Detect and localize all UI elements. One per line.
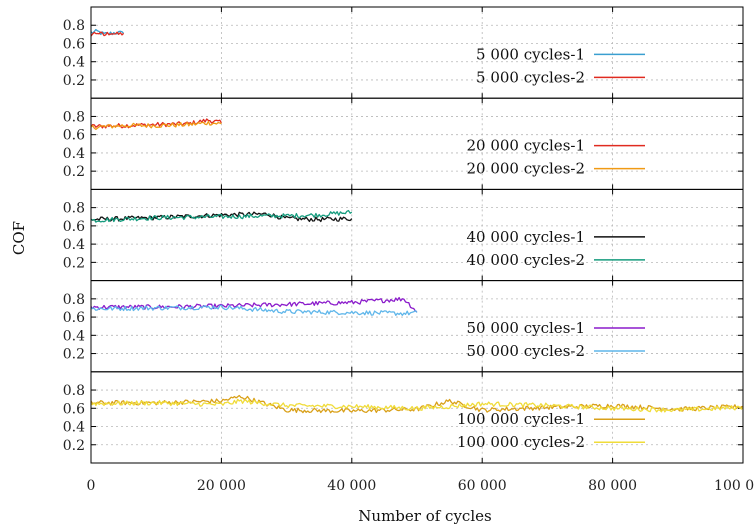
y-tick-label: 0.6 (63, 128, 85, 144)
y-tick-label: 0.8 (63, 18, 85, 34)
y-tick-label: 0.8 (63, 292, 85, 308)
y-tick-label: 0.8 (63, 201, 85, 217)
panel-frame (90, 6, 744, 99)
y-tick-label: 0.2 (63, 438, 85, 454)
legend-label: 20 000 cycles-2 (466, 160, 585, 178)
legend-label: 100 000 cycles-1 (457, 410, 585, 428)
y-tick-label: 0.2 (63, 255, 85, 271)
x-tick-label: 60 000 (458, 478, 507, 494)
y-tick-label: 0.2 (63, 164, 85, 180)
y-axis-title: COF (10, 221, 28, 255)
panel-frame (90, 280, 744, 373)
y-tick-label: 0.2 (63, 347, 85, 363)
series-line (90, 304, 418, 316)
series-line (91, 209, 353, 223)
panel-frame (90, 97, 744, 190)
y-tick-label: 0.6 (63, 310, 85, 326)
panels-layer: 0.2 0.4 0.6 0.8 5 000 cycles-1 5 000 cycles-2… (63, 6, 744, 464)
y-tick-label: 0.6 (63, 36, 85, 52)
x-axis-title: Number of cycles (358, 507, 491, 525)
x-axis: 0 20 000 40 000 60 000 80 000 100 000 (87, 478, 754, 494)
y-tick-label: 0.4 (63, 55, 85, 71)
x-tick-label: 0 (87, 478, 96, 494)
y-tick-label: 0.4 (63, 237, 85, 253)
panel: 0.2 0.4 0.6 0.8 100 000 cycles-1 100 000 cycl… (63, 371, 744, 464)
legend-label: 50 000 cycles-2 (466, 342, 585, 360)
legend-label: 5 000 cycles-1 (476, 45, 585, 63)
y-tick-label: 0.4 (63, 146, 85, 162)
x-tick-label: 40 000 (327, 478, 376, 494)
series-line (90, 398, 744, 413)
y-tick-label: 0.4 (63, 328, 85, 344)
y-tick-label: 0.8 (63, 383, 85, 399)
panel: 0.2 0.4 0.6 0.8 50 000 cycles-1 50 000 cycles… (63, 280, 744, 373)
panel-frame (90, 371, 744, 464)
x-tick-label: 20 000 (197, 478, 246, 494)
legend-label: 50 000 cycles-1 (466, 319, 585, 337)
y-tick-label: 0.6 (63, 219, 85, 235)
panel-frame (90, 188, 744, 282)
legend-label: 20 000 cycles-1 (466, 137, 585, 155)
series-line (90, 296, 418, 313)
y-tick-label: 0.8 (63, 109, 85, 125)
series-line (90, 31, 125, 37)
x-tick-label: 100 000 (714, 478, 754, 494)
panel: 0.2 0.4 0.6 0.8 5 000 cycles-1 5 000 cycles-2 (63, 6, 744, 99)
x-tick-label: 80 000 (588, 478, 637, 494)
legend-label: 100 000 cycles-2 (457, 433, 585, 451)
legend-label: 40 000 cycles-1 (466, 228, 585, 246)
legend-label: 40 000 cycles-2 (466, 251, 585, 269)
y-tick-label: 0.2 (63, 73, 85, 89)
y-tick-label: 0.6 (63, 401, 85, 417)
series-line (90, 120, 222, 131)
legend-label: 5 000 cycles-2 (476, 68, 585, 86)
series-line (90, 394, 744, 414)
y-tick-label: 0.4 (63, 420, 85, 436)
panel: 0.2 0.4 0.6 0.8 20 000 cycles-1 20 000 cycles… (63, 97, 744, 190)
panel: 0.2 0.4 0.6 0.8 40 000 cycles-1 40 000 cycles… (63, 188, 744, 282)
